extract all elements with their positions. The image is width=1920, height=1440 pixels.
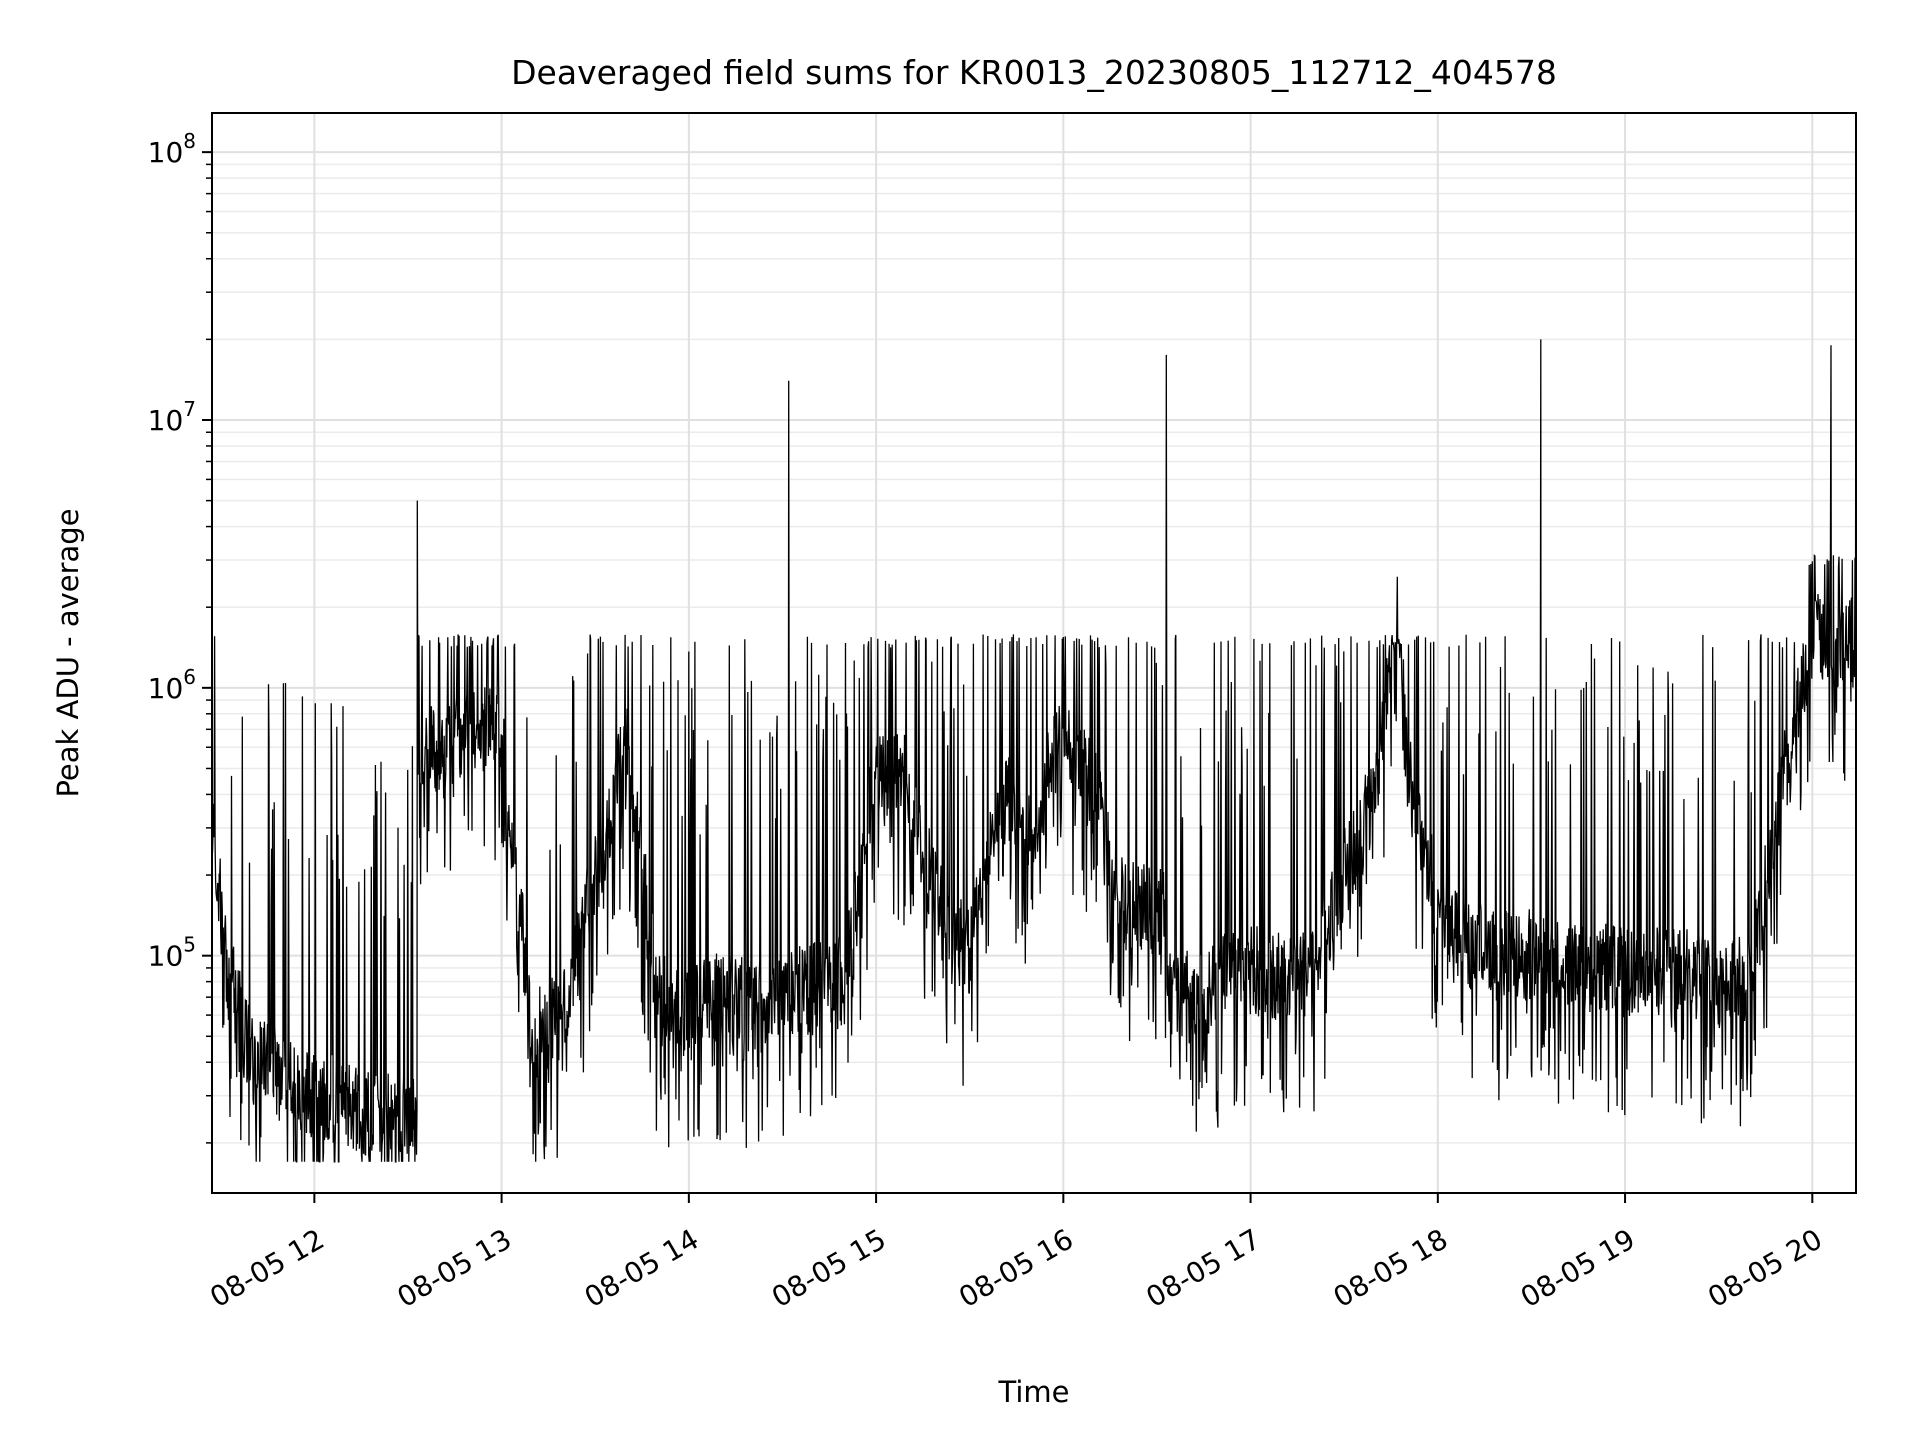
y-tick-label: 107 bbox=[148, 397, 196, 437]
y-tick-base: 10 bbox=[148, 404, 184, 437]
chart-title: Deaveraged field sums for KR0013_2023080… bbox=[511, 53, 1557, 92]
data-layer bbox=[211, 158, 1857, 1163]
y-tick-exponent: 6 bbox=[183, 665, 196, 689]
x-axis-label: Time bbox=[998, 1375, 1070, 1409]
y-tick-base: 10 bbox=[148, 672, 184, 705]
y-tick-label: 108 bbox=[148, 129, 196, 169]
y-tick-exponent: 8 bbox=[183, 129, 196, 153]
y-tick-base: 10 bbox=[148, 136, 184, 169]
series-line bbox=[211, 158, 1857, 1163]
y-tick-base: 10 bbox=[148, 940, 184, 973]
y-tick-exponent: 5 bbox=[183, 933, 196, 957]
y-tick-label: 106 bbox=[148, 665, 196, 705]
plot-frame bbox=[211, 112, 1857, 1194]
y-axis-label: Peak ADU - average bbox=[51, 508, 85, 797]
y-tick-exponent: 7 bbox=[183, 397, 196, 421]
y-tick-label: 105 bbox=[148, 933, 196, 973]
